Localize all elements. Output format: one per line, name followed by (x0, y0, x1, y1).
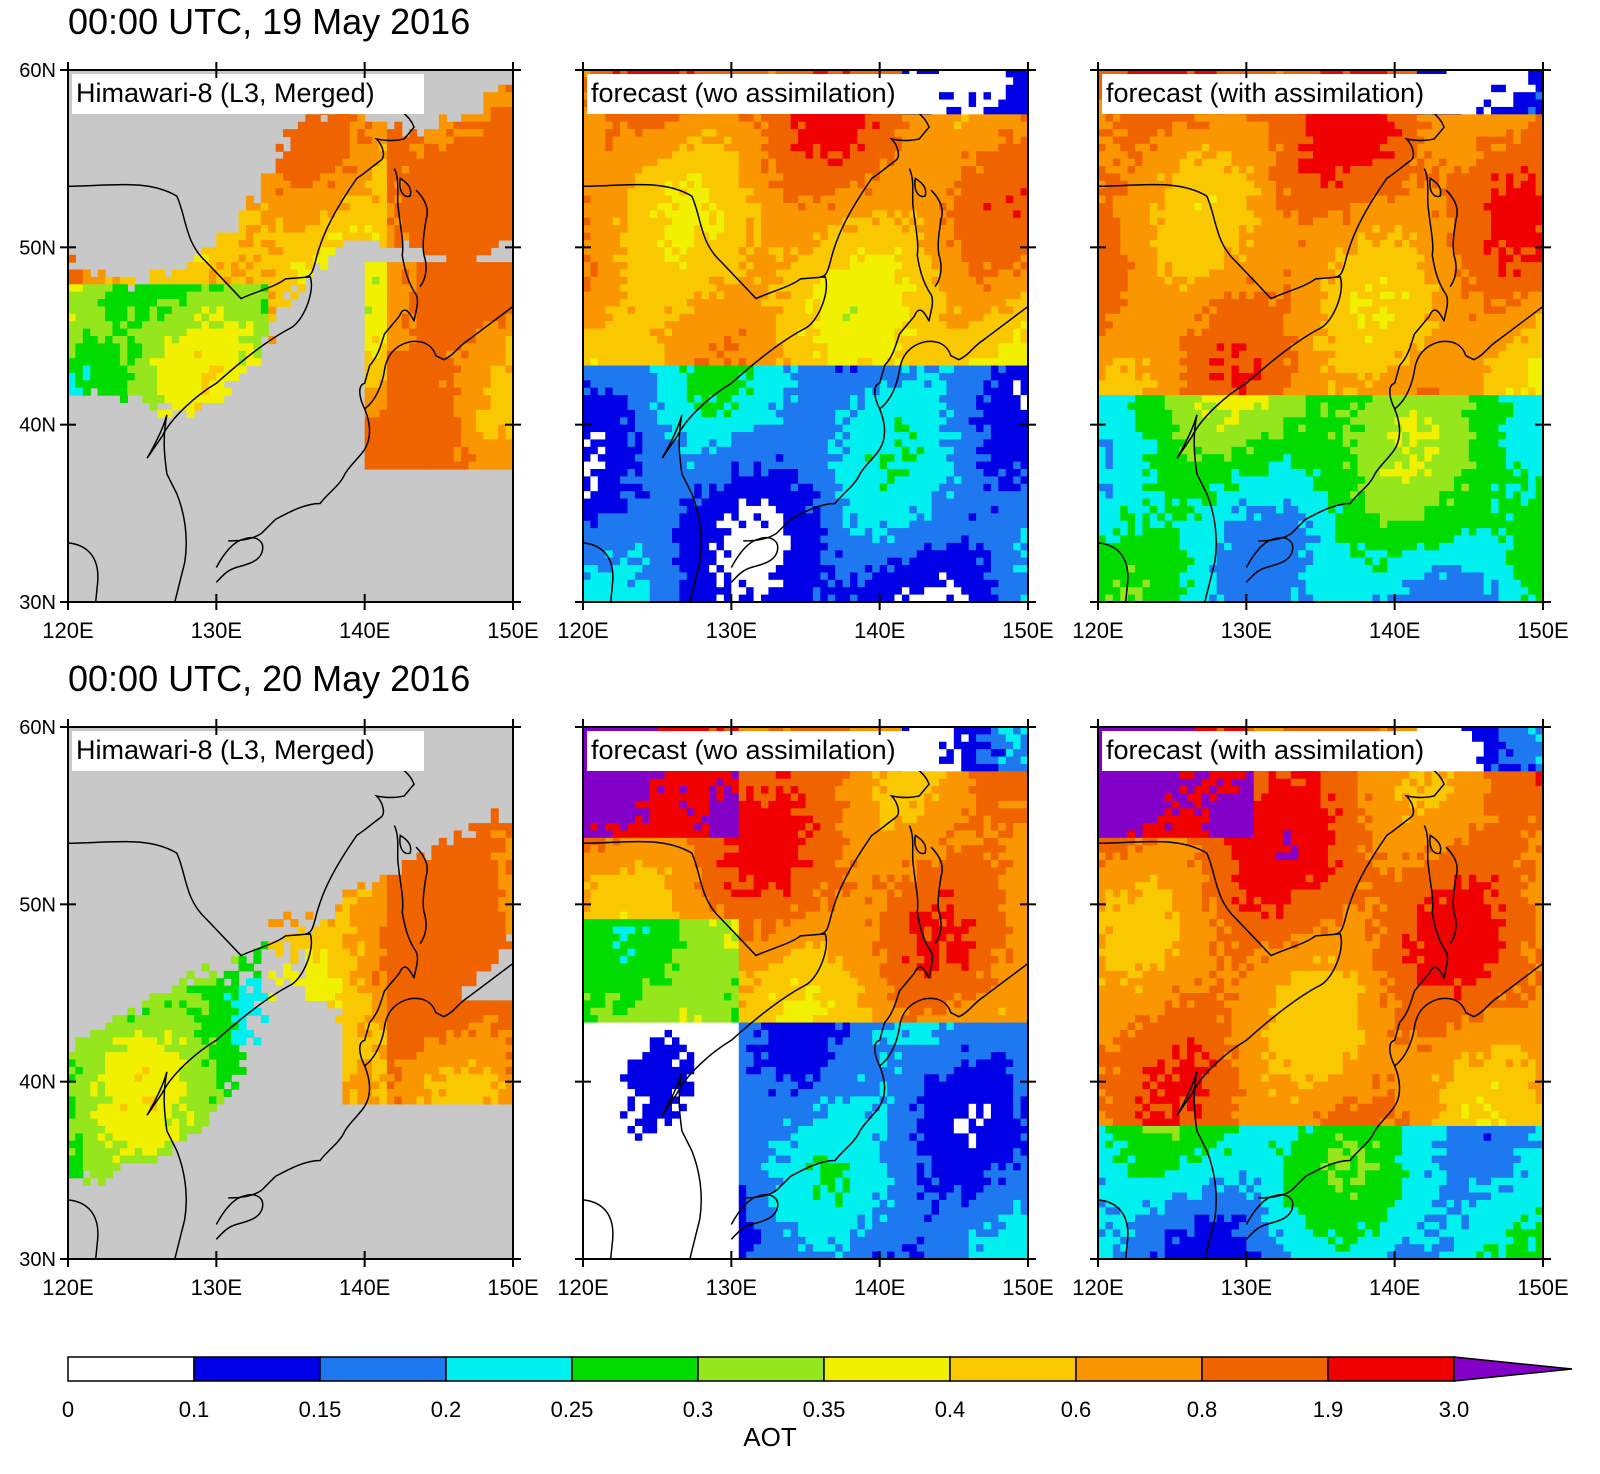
map-panel-fc_wo: forecast (wo assimilation) 120E 130E 140E 15… (557, 719, 1053, 1300)
lon-tick-label: 140E (1369, 618, 1420, 643)
colorbar-swatch (950, 1357, 1076, 1381)
aot-field (68, 70, 514, 602)
colorbar-swatch (194, 1357, 320, 1381)
colorbar-tick-label: 0.8 (1187, 1397, 1218, 1422)
lon-tick-label: 130E (1221, 618, 1272, 643)
lon-tick-label: 150E (1002, 618, 1053, 643)
lat-tick-label: 30N (19, 1249, 56, 1271)
aot-field (1098, 727, 1544, 1260)
lon-tick-label: 140E (1369, 1275, 1420, 1300)
lon-tick-label: 130E (1221, 1275, 1272, 1300)
colorbar-extend-arrow (1454, 1357, 1572, 1381)
lon-tick-label: 120E (1072, 618, 1123, 643)
colorbar-swatch (1076, 1357, 1202, 1381)
colorbar-tick-label: 3.0 (1439, 1397, 1470, 1422)
lon-tick-label: 120E (42, 618, 93, 643)
lat-tick-label: 50N (19, 237, 56, 259)
colorbar-title: AOT (743, 1422, 797, 1452)
lon-tick-label: 140E (854, 618, 905, 643)
colorbar-swatch (572, 1357, 698, 1381)
lon-tick-label: 130E (191, 618, 242, 643)
colorbar-swatch (824, 1357, 950, 1381)
lon-tick-label: 150E (1002, 1275, 1053, 1300)
colorbar: 0 0.1 0.15 0.2 0.25 0.3 0.35 0.4 0.6 0.8 1.9 3.0 AOT (62, 1357, 1572, 1452)
colorbar-tick-label: 0.25 (551, 1397, 594, 1422)
lon-tick-label: 120E (557, 1275, 608, 1300)
aot-field (1098, 70, 1544, 603)
panel-label: forecast (wo assimilation) (591, 735, 896, 765)
aot-field (68, 727, 514, 1259)
colorbar-swatch (446, 1357, 572, 1381)
lon-tick-label: 120E (557, 618, 608, 643)
lat-tick-label: 40N (19, 1072, 56, 1094)
panel-label: forecast (wo assimilation) (591, 78, 896, 108)
lon-tick-label: 140E (854, 1275, 905, 1300)
colorbar-swatch (68, 1357, 194, 1381)
colorbar-tick-label: 0.6 (1061, 1397, 1092, 1422)
colorbar-tick-label: 1.9 (1313, 1397, 1344, 1422)
panel-label: Himawari-8 (L3, Merged) (76, 78, 375, 108)
colorbar-swatch (698, 1357, 824, 1381)
aot-field (583, 70, 1029, 603)
lon-tick-label: 150E (487, 1275, 538, 1300)
lon-tick-label: 130E (191, 1275, 242, 1300)
colorbar-swatch (1328, 1357, 1454, 1381)
time-title: 00:00 UTC, 19 May 2016 (68, 1, 470, 42)
lat-tick-label: 40N (19, 415, 56, 437)
lat-tick-label: 60N (19, 60, 56, 82)
colorbar-tick-label: 0.3 (683, 1397, 714, 1422)
lat-tick-label: 30N (19, 592, 56, 614)
lon-tick-label: 140E (339, 1275, 390, 1300)
lon-tick-label: 140E (339, 618, 390, 643)
colorbar-tick-label: 0.15 (299, 1397, 342, 1422)
colorbar-tick-label: 0.1 (179, 1397, 210, 1422)
map-panel-fc_with: forecast (with assimilation) 120E 130E 140E… (1072, 62, 1568, 643)
time-title: 00:00 UTC, 20 May 2016 (68, 658, 470, 699)
panel-label: forecast (with assimilation) (1106, 78, 1424, 108)
lon-tick-label: 130E (706, 618, 757, 643)
lon-tick-label: 120E (1072, 1275, 1123, 1300)
colorbar-tick-label: 0.35 (803, 1397, 846, 1422)
colorbar-tick-label: 0.4 (935, 1397, 966, 1422)
aot-field (583, 727, 1029, 1260)
colorbar-tick-label: 0 (62, 1397, 74, 1422)
lat-tick-label: 50N (19, 894, 56, 916)
lon-tick-label: 130E (706, 1275, 757, 1300)
lon-tick-label: 120E (42, 1275, 93, 1300)
colorbar-swatch (320, 1357, 446, 1381)
lat-tick-label: 60N (19, 717, 56, 739)
lon-tick-label: 150E (1517, 618, 1568, 643)
lon-tick-label: 150E (487, 618, 538, 643)
map-panel-obs: Himawari-8 (L3, Merged) 60N 120E 50N 130E 40N… (19, 60, 538, 643)
panel-label: Himawari-8 (L3, Merged) (76, 735, 375, 765)
lon-tick-label: 150E (1517, 1275, 1568, 1300)
map-panel-obs: Himawari-8 (L3, Merged) 60N 120E 50N 130E 40N… (19, 717, 538, 1300)
map-panel-fc_wo: forecast (wo assimilation) 120E 130E 140E 15… (557, 62, 1053, 643)
map-panel-fc_with: forecast (with assimilation) 120E 130E 140E… (1072, 719, 1568, 1300)
colorbar-tick-label: 0.2 (431, 1397, 462, 1422)
colorbar-swatch (1202, 1357, 1328, 1381)
panel-label: forecast (with assimilation) (1106, 735, 1424, 765)
